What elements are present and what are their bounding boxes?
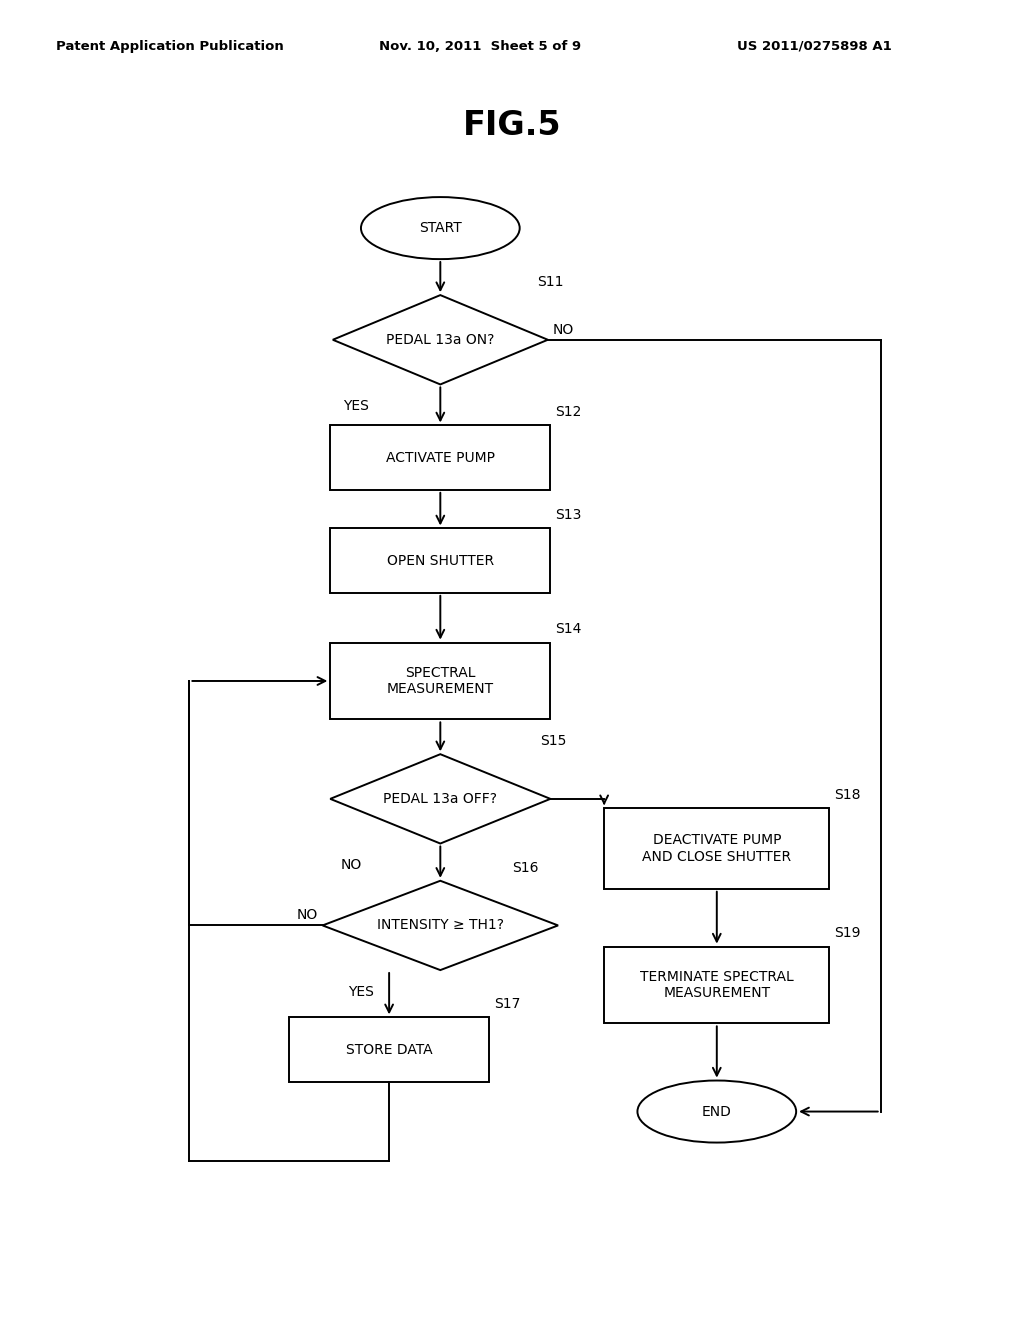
- Text: S11: S11: [538, 275, 564, 289]
- Text: DEACTIVATE PUMP
AND CLOSE SHUTTER: DEACTIVATE PUMP AND CLOSE SHUTTER: [642, 833, 792, 863]
- Text: S15: S15: [541, 734, 566, 748]
- Bar: [330, 425, 551, 490]
- Text: INTENSITY ≥ TH1?: INTENSITY ≥ TH1?: [377, 919, 504, 932]
- Text: NO: NO: [340, 858, 361, 873]
- Text: STORE DATA: STORE DATA: [346, 1043, 432, 1056]
- Text: S18: S18: [835, 788, 861, 803]
- Polygon shape: [333, 296, 548, 384]
- Text: S14: S14: [555, 622, 582, 636]
- Text: S19: S19: [835, 927, 861, 940]
- Text: S12: S12: [555, 405, 582, 420]
- Text: Nov. 10, 2011  Sheet 5 of 9: Nov. 10, 2011 Sheet 5 of 9: [379, 40, 581, 53]
- Bar: [604, 808, 829, 888]
- Text: NO: NO: [553, 323, 574, 337]
- Text: S17: S17: [495, 997, 520, 1011]
- Text: PEDAL 13a ON?: PEDAL 13a ON?: [386, 333, 495, 347]
- Bar: [604, 946, 829, 1023]
- Bar: [289, 1018, 489, 1082]
- Text: FIG.5: FIG.5: [463, 108, 561, 141]
- Text: S16: S16: [512, 861, 539, 875]
- Text: OPEN SHUTTER: OPEN SHUTTER: [387, 553, 494, 568]
- Text: Patent Application Publication: Patent Application Publication: [56, 40, 284, 53]
- Bar: [330, 528, 551, 593]
- Text: S13: S13: [555, 508, 582, 523]
- Polygon shape: [330, 754, 551, 843]
- Text: END: END: [701, 1105, 732, 1118]
- Text: SPECTRAL
MEASUREMENT: SPECTRAL MEASUREMENT: [387, 665, 494, 696]
- Text: YES: YES: [348, 985, 374, 999]
- Text: US 2011/0275898 A1: US 2011/0275898 A1: [737, 40, 892, 53]
- Text: YES: YES: [343, 400, 369, 413]
- Text: NO: NO: [296, 908, 317, 923]
- Bar: [330, 643, 551, 719]
- Text: PEDAL 13a OFF?: PEDAL 13a OFF?: [383, 792, 498, 807]
- Text: ACTIVATE PUMP: ACTIVATE PUMP: [386, 450, 495, 465]
- Polygon shape: [323, 880, 558, 970]
- Text: TERMINATE SPECTRAL
MEASUREMENT: TERMINATE SPECTRAL MEASUREMENT: [640, 970, 794, 1001]
- Text: START: START: [419, 220, 462, 235]
